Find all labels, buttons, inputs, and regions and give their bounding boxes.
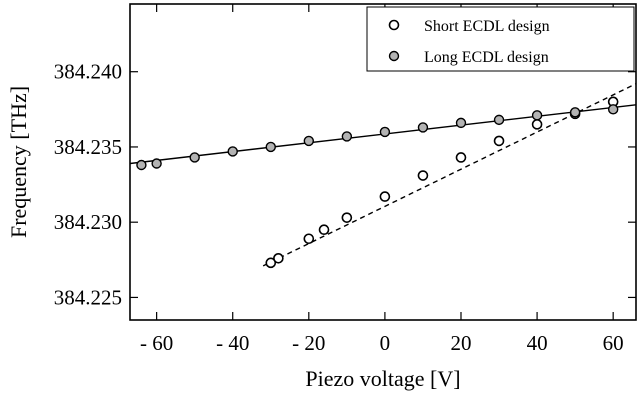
- y-axis-ticks: 384.225 384.230 384.235 384.240: [54, 60, 636, 309]
- y-tick-label: 384.235: [54, 135, 122, 159]
- data-points: [136, 96, 619, 269]
- legend-label-long: Long ECDL design: [424, 49, 549, 66]
- short-ecdl-point: [379, 191, 391, 202]
- y-tick-label: 384.225: [54, 285, 122, 309]
- legend-box: [366, 6, 635, 72]
- short-ecdl-point: [341, 212, 353, 223]
- y-axis-label: Frequency [THz]: [6, 86, 31, 238]
- legend: Short ECDL design Long ECDL design: [366, 6, 635, 72]
- legend-label-short: Short ECDL design: [424, 18, 550, 35]
- long-ecdl-point: [455, 117, 467, 129]
- x-tick-label: - 20: [292, 331, 325, 355]
- long-ecdl-point: [136, 159, 147, 171]
- long-ecdl-point: [493, 114, 505, 126]
- long-ecdl-point: [417, 122, 429, 133]
- y-tick-label: 384.240: [54, 60, 122, 84]
- long-ecdl-point: [189, 152, 200, 163]
- x-tick-label: - 40: [216, 331, 249, 355]
- short-ecdl-point: [531, 119, 543, 130]
- long-ecdl-point: [303, 135, 315, 147]
- short-ecdl-point: [417, 170, 429, 181]
- short-ecdl-point: [303, 233, 315, 245]
- short-ecdl-point: [273, 253, 284, 264]
- long-ecdl-point: [227, 146, 238, 157]
- long-ecdl-point: [379, 126, 391, 138]
- plot-frame: [129, 3, 637, 321]
- short-ecdl-point: [318, 224, 330, 236]
- x-axis-ticks: - 60 - 40 - 20 0 20 40 60: [140, 4, 624, 355]
- x-tick-label: - 60: [140, 331, 173, 355]
- x-tick-label: 40: [527, 331, 548, 355]
- legend-marker-short: [388, 19, 400, 31]
- long-ecdl-point: [265, 141, 276, 153]
- fit-lines: [129, 83, 637, 267]
- x-tick-label: 20: [450, 331, 471, 355]
- short-ecdl-point: [265, 257, 277, 269]
- x-tick-label: 0: [380, 331, 391, 355]
- x-axis-label: Piezo voltage [V]: [305, 366, 460, 391]
- long-ecdl-point: [341, 131, 353, 142]
- long-ecdl-point: [151, 158, 162, 169]
- short-ecdl-point: [493, 135, 505, 147]
- long-ecdl-point: [569, 107, 581, 118]
- long-ecdl-point: [531, 110, 543, 121]
- y-tick-label: 384.230: [54, 210, 122, 234]
- legend-marker-long: [388, 50, 400, 62]
- long-ecdl-point: [607, 104, 619, 115]
- short-ecdl-point: [455, 152, 467, 163]
- x-tick-label: 60: [603, 331, 624, 355]
